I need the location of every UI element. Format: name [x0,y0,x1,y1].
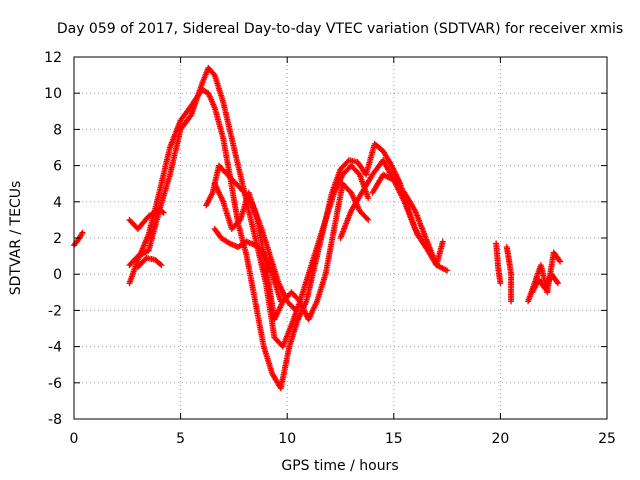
series-trace-a [71,229,86,249]
y-tick-label: -2 [48,303,62,319]
chart-title: Day 059 of 2017, Sidereal Day-to-day VTE… [57,21,623,37]
y-tick-label: -4 [48,340,62,356]
data-point-marker [291,306,298,313]
x-tick-label: 20 [491,431,509,447]
x-tick-label: 25 [598,431,616,447]
series-trace-n [525,249,564,305]
axis-ticks: 0 5 10 15 20 25 -8 -6 -4 -2 0 2 4 6 8 10 12 [44,50,616,447]
y-tick-label: 8 [53,122,62,138]
series-trace-h [211,225,284,305]
data-point-marker [277,298,284,305]
y-axis-label: SDTVAR / TECUs [8,181,24,296]
series-trace-o [529,271,561,296]
series-trace-k [369,171,451,274]
x-tick-label: 0 [70,431,79,447]
series-trace-e [134,254,165,270]
data-point-marker [292,307,299,314]
data-point-marker [554,278,561,285]
data-point-marker [557,258,564,265]
data-point-marker [554,280,561,287]
data-point-marker [159,208,166,215]
y-tick-label: 12 [44,50,62,66]
series-trace-c [126,64,372,350]
x-tick-label: 10 [278,431,296,447]
data-point-marker [79,229,86,236]
y-tick-label: -8 [48,412,62,428]
x-axis-label: GPS time / hours [281,458,398,474]
y-tick-label: 6 [53,159,62,175]
data-point-marker [556,257,563,264]
y-tick-label: 2 [53,231,62,247]
data-markers [71,64,564,392]
data-point-marker [365,195,372,202]
y-tick-label: 4 [53,195,62,211]
data-point-marker [365,216,372,223]
data-point-marker [363,215,370,222]
series-trace-m [503,244,515,305]
series-trace-l [493,240,504,287]
data-point-marker [444,267,451,274]
y-tick-label: -6 [48,376,62,392]
data-point-marker [497,280,504,287]
data-point-marker [160,209,167,216]
y-tick-label: 0 [53,267,62,283]
x-tick-label: 5 [176,431,185,447]
data-point-marker [508,298,515,305]
data-point-marker [158,262,165,269]
data-point-marker [439,238,446,245]
data-point-marker [157,261,164,268]
series-trace-d [126,206,167,232]
x-tick-label: 15 [385,431,403,447]
y-tick-label: 10 [44,86,62,102]
series-trace-i [294,140,429,323]
